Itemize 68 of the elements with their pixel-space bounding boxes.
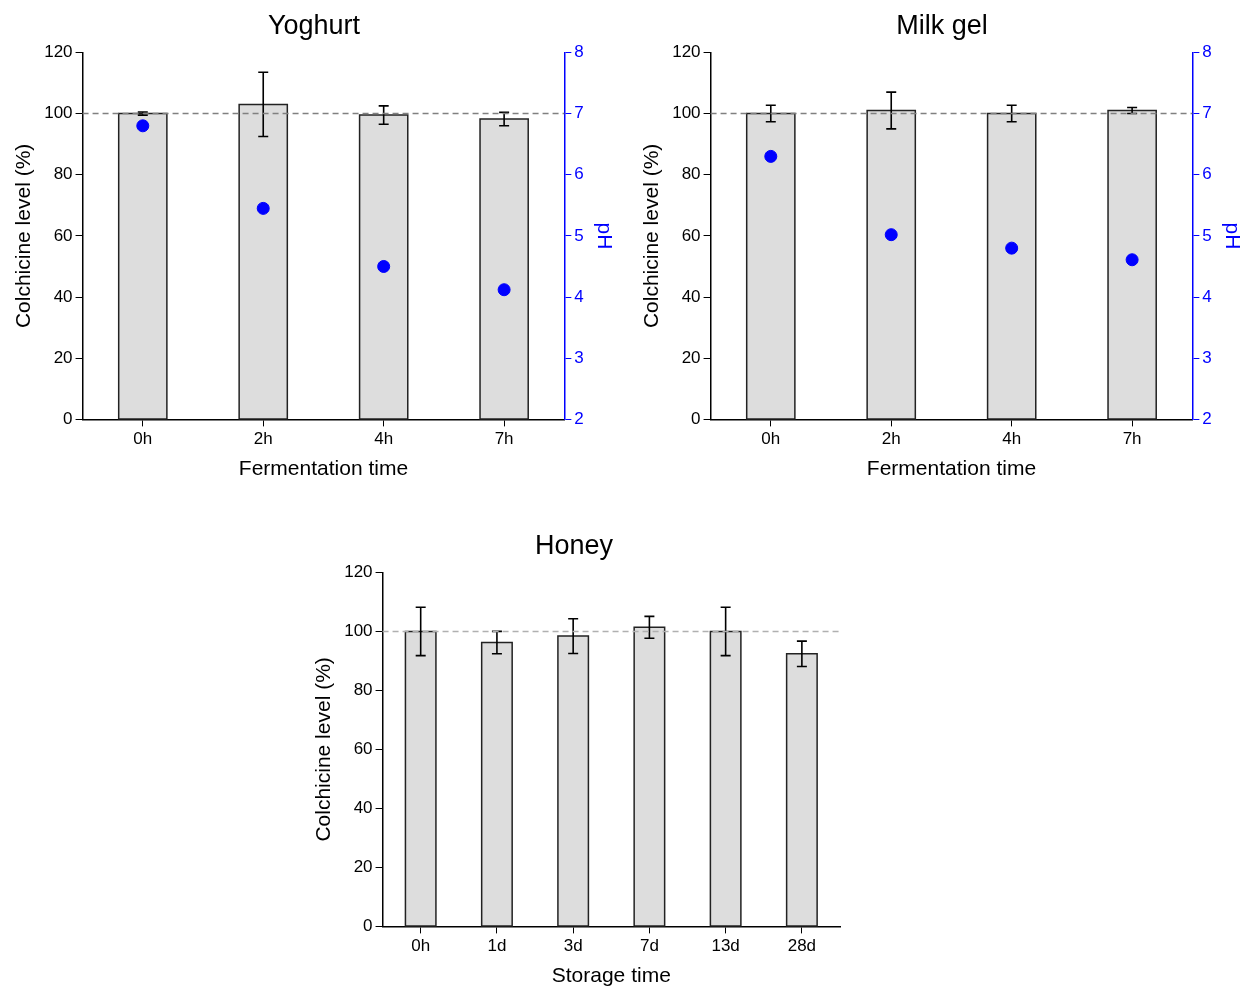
y-tick-label: 0 [63, 409, 73, 429]
x-axis-title: Fermentation time [238, 456, 409, 480]
y2-tick-label: 7 [1202, 103, 1212, 123]
y2-tick-label: 3 [1202, 347, 1212, 367]
y-tick-label: 20 [53, 347, 73, 367]
y2-tick-label: 2 [574, 409, 584, 429]
chart-title: Yoghurt [267, 9, 361, 40]
x-tick-label: 13d [711, 936, 740, 956]
point [497, 283, 511, 297]
y-tick-label: 80 [53, 164, 73, 184]
x-tick-label: 0h [761, 429, 781, 449]
y2-tick-label: 7 [574, 103, 584, 123]
point [256, 201, 270, 215]
y-tick-label: 120 [672, 42, 701, 62]
y-tick-label: 60 [353, 739, 373, 759]
point [884, 228, 898, 242]
y2-tick-label: 8 [574, 42, 584, 62]
x-tick-label: 4h [374, 429, 394, 449]
y-tick-label: 0 [363, 916, 373, 936]
point [377, 259, 391, 273]
y2-tick-label: 8 [1202, 42, 1212, 62]
y-axis-title: Colchicine level (%) [311, 657, 335, 842]
x-tick-label: 2h [881, 429, 901, 449]
y2-tick-label: 4 [1202, 286, 1212, 306]
y2-tick-label: 6 [574, 164, 584, 184]
y2-tick-label: 2 [1202, 409, 1212, 429]
point [136, 119, 150, 133]
y2-tick-label: 3 [574, 347, 584, 367]
x-tick-label: 7h [494, 429, 514, 449]
y-tick-label: 80 [353, 680, 373, 700]
y-tick-label: 120 [344, 562, 373, 582]
point [1005, 241, 1019, 255]
y-tick-label: 80 [681, 164, 701, 184]
point [1125, 253, 1139, 267]
x-tick-label: 28d [787, 936, 817, 956]
y-tick-label: 20 [353, 857, 373, 877]
x-tick-label: 2h [253, 429, 273, 449]
x-axis-title: Storage time [551, 963, 671, 987]
x-tick-label: 1d [487, 936, 507, 956]
y2-tick-label: 6 [1202, 164, 1212, 184]
y-tick-label: 60 [53, 225, 73, 245]
y-tick-label: 100 [344, 621, 373, 641]
y-tick-label: 100 [672, 103, 701, 123]
y-tick-label: 20 [681, 347, 701, 367]
y2-tick-label: 4 [574, 286, 584, 306]
y-tick-label: 0 [691, 409, 701, 429]
x-tick-label: 0h [133, 429, 153, 449]
y-tick-label: 40 [353, 798, 373, 818]
x-tick-label: 3d [563, 936, 583, 956]
y-tick-label: 60 [681, 225, 701, 245]
x-tick-label: 7d [639, 936, 659, 956]
x-tick-label: 7h [1122, 429, 1142, 449]
y-tick-label: 40 [53, 286, 73, 306]
x-tick-label: 0h [411, 936, 431, 956]
chart-title: Milk gel [896, 9, 988, 40]
y-tick-label: 120 [44, 42, 73, 62]
y2-axis-title: pH [593, 222, 617, 250]
x-tick-label: 4h [1002, 429, 1022, 449]
y-tick-label: 100 [44, 103, 73, 123]
chart-title: Honey [534, 529, 614, 560]
y2-tick-label: 5 [574, 225, 584, 245]
y-axis-title: Colchicine level (%) [639, 143, 663, 329]
y-tick-label: 40 [681, 286, 701, 306]
y2-axis-title: pH [1221, 222, 1245, 250]
y-axis-title: Colchicine level (%) [11, 143, 35, 329]
point [764, 149, 778, 163]
x-axis-title: Fermentation time [866, 456, 1037, 480]
y2-tick-label: 5 [1202, 225, 1212, 245]
